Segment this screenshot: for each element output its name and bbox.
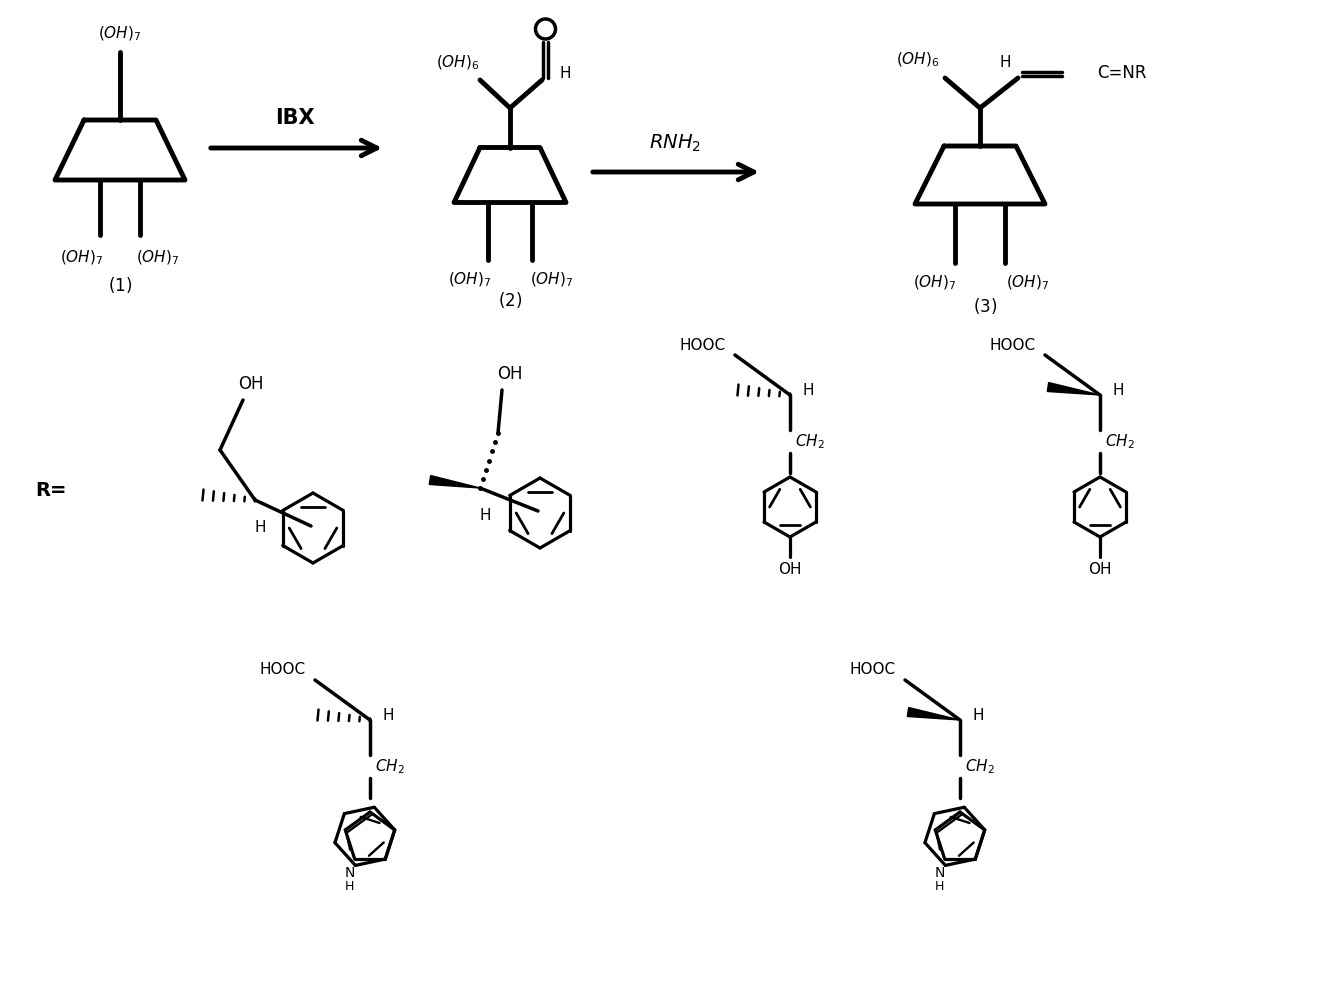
Text: H: H — [560, 66, 570, 81]
Text: $(2)$: $(2)$ — [498, 290, 522, 310]
Text: $(OH)_6$: $(OH)_6$ — [436, 54, 479, 73]
Text: H: H — [972, 707, 984, 723]
Text: $CH_2$: $CH_2$ — [1105, 433, 1135, 452]
Text: $(OH)_7$: $(OH)_7$ — [136, 248, 179, 267]
Text: H: H — [479, 509, 491, 523]
Text: OH: OH — [238, 375, 263, 393]
Text: $(OH)_7$: $(OH)_7$ — [61, 248, 104, 267]
Text: $(3)$: $(3)$ — [973, 296, 997, 316]
Polygon shape — [907, 708, 960, 720]
Text: OH: OH — [778, 562, 802, 576]
Text: H: H — [382, 707, 394, 723]
Text: $CH_2$: $CH_2$ — [375, 758, 404, 777]
Text: $CH_2$: $CH_2$ — [965, 758, 994, 777]
Text: H: H — [345, 880, 354, 893]
Text: HOOC: HOOC — [680, 338, 726, 353]
Text: R=: R= — [36, 480, 66, 500]
Text: H: H — [1113, 383, 1123, 398]
Text: N: N — [345, 866, 354, 880]
Text: $(OH)_7$: $(OH)_7$ — [913, 274, 956, 293]
Text: HOOC: HOOC — [990, 338, 1036, 353]
Text: H: H — [254, 520, 266, 535]
Text: IBX: IBX — [275, 108, 315, 128]
Text: $(OH)_7$: $(OH)_7$ — [448, 271, 491, 290]
Text: C=NR: C=NR — [1097, 64, 1147, 82]
Text: $CH_2$: $CH_2$ — [795, 433, 824, 452]
Text: HOOC: HOOC — [259, 663, 306, 678]
Polygon shape — [429, 475, 479, 488]
Text: HOOC: HOOC — [849, 663, 896, 678]
Text: OH: OH — [1088, 562, 1112, 576]
Polygon shape — [1047, 383, 1100, 395]
Text: $(OH)_6$: $(OH)_6$ — [896, 51, 940, 69]
Text: H: H — [935, 880, 944, 893]
Text: $RNH_2$: $RNH_2$ — [649, 133, 701, 153]
Text: $(OH)_7$: $(OH)_7$ — [1006, 274, 1050, 293]
Text: $(1)$: $(1)$ — [108, 275, 132, 295]
Text: N: N — [935, 866, 944, 880]
Text: OH: OH — [498, 365, 523, 383]
Text: $(OH)_7$: $(OH)_7$ — [531, 271, 574, 290]
Text: $(OH)_7$: $(OH)_7$ — [99, 25, 142, 43]
Text: H: H — [802, 383, 814, 398]
Text: H: H — [1000, 54, 1010, 70]
